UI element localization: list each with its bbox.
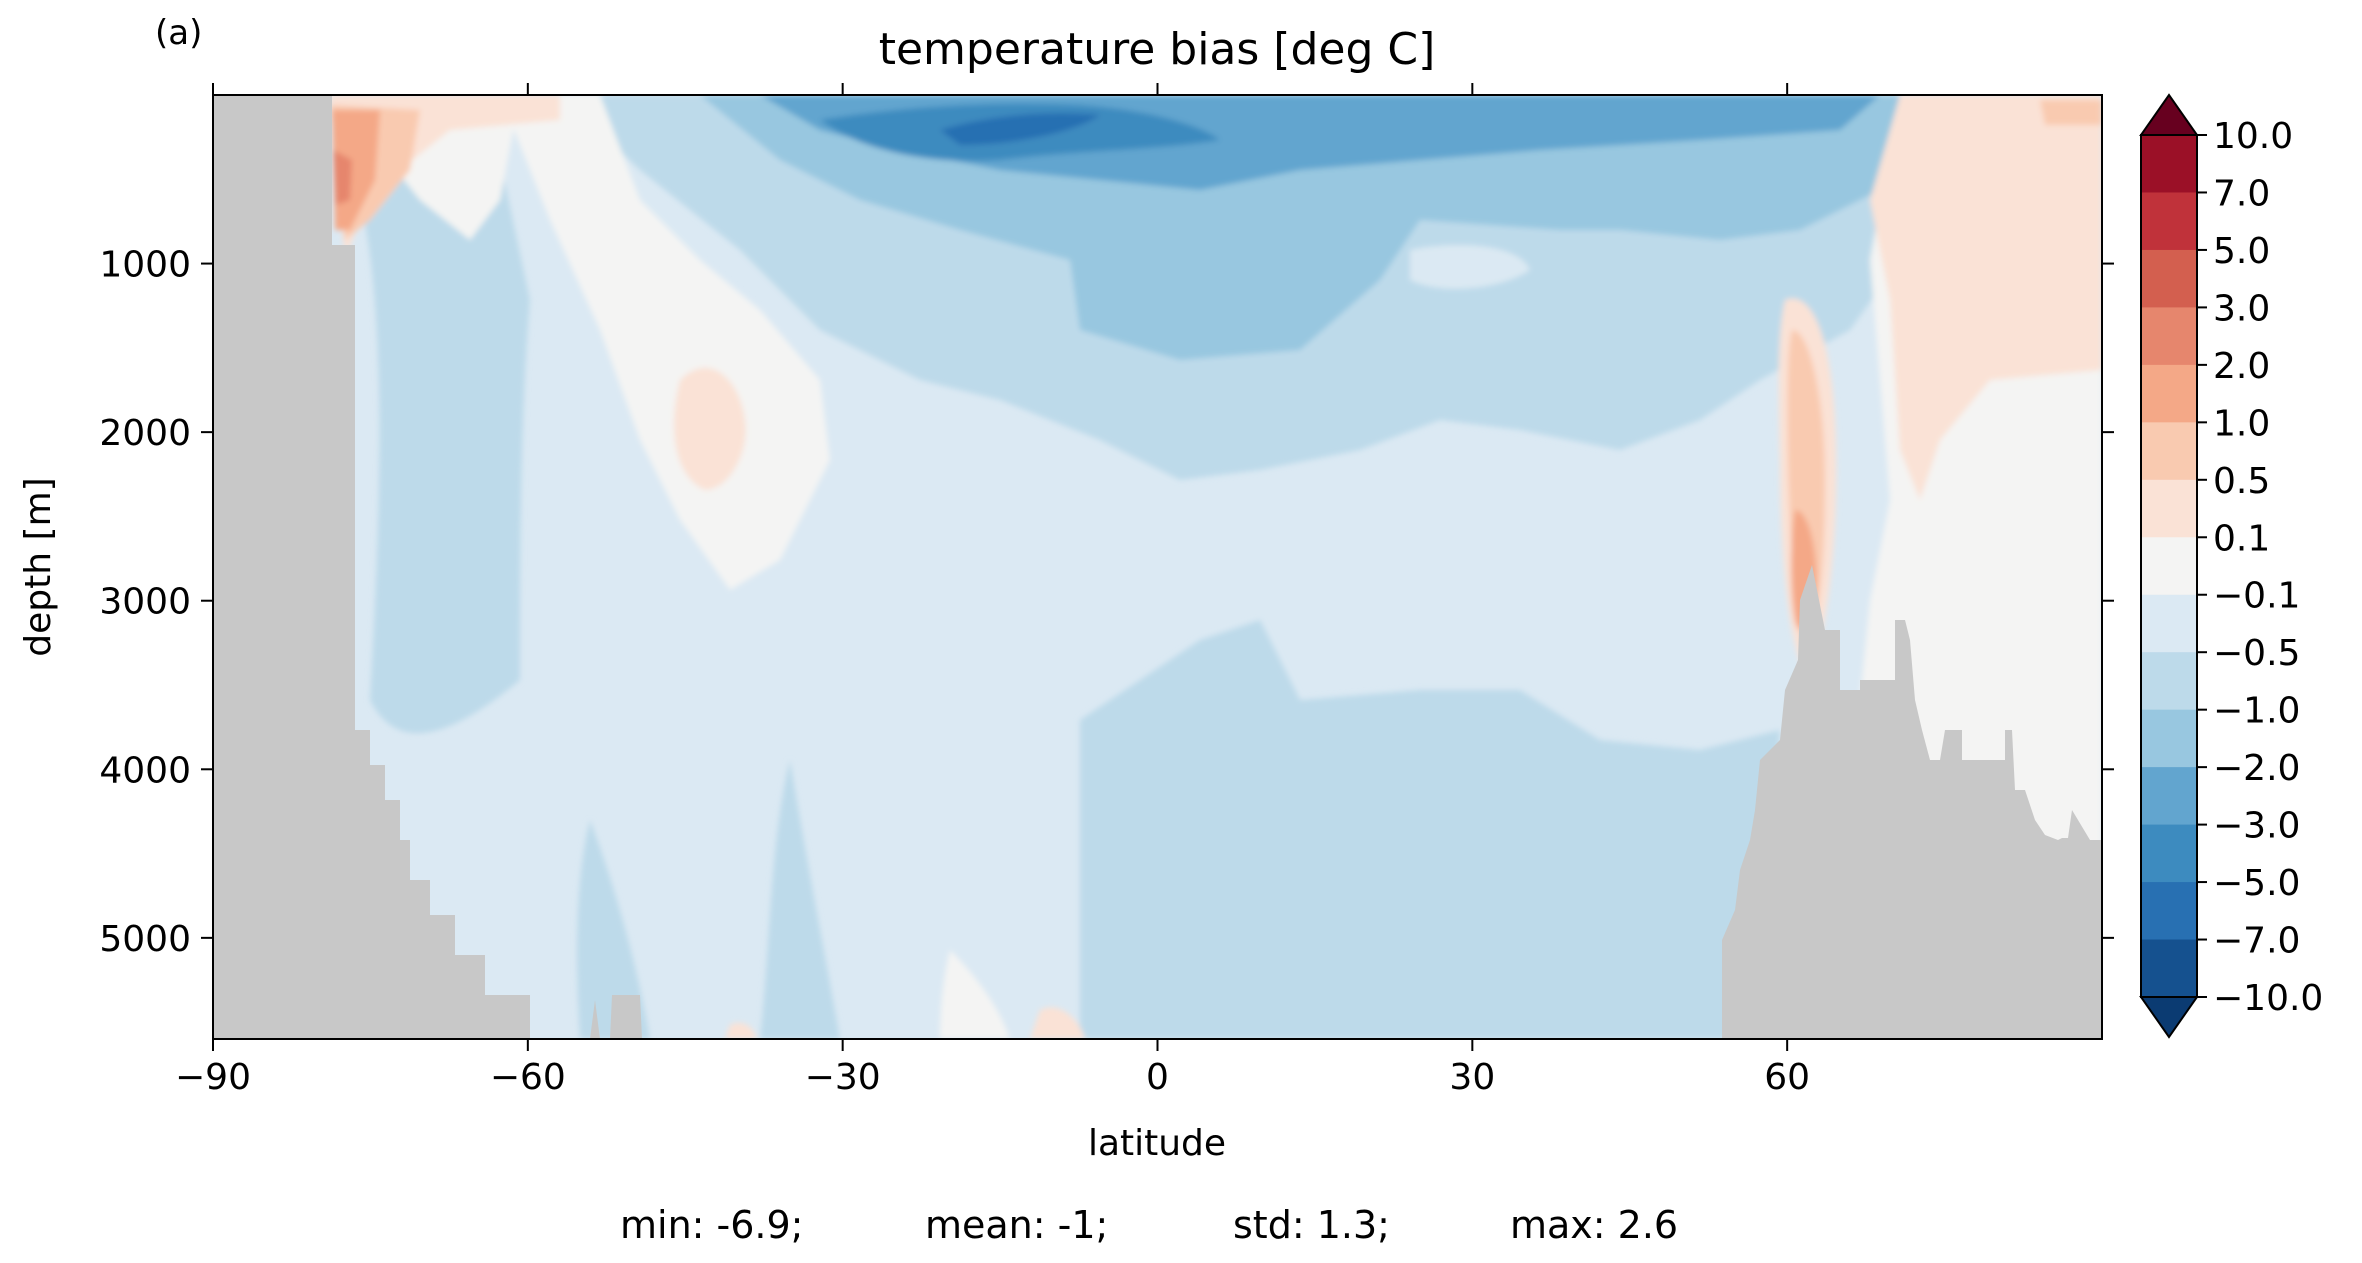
colorbar-tick-label: 3.0 bbox=[2213, 288, 2270, 329]
contour-warm-lens bbox=[674, 367, 746, 490]
chart-title: temperature bias [deg C] bbox=[879, 24, 1436, 75]
x-axis-label: latitude bbox=[1088, 1123, 1226, 1164]
x-tick-label: 0 bbox=[1146, 1057, 1169, 1098]
colorbar-segment bbox=[2141, 652, 2197, 711]
colorbar-tick-label: 0.5 bbox=[2213, 461, 2270, 502]
colorbar-segment bbox=[2141, 882, 2197, 941]
land-mask-north-ridge bbox=[1722, 565, 2102, 1039]
x-tick-label: −30 bbox=[805, 1057, 881, 1098]
contour-deep-cold-south bbox=[760, 760, 840, 1039]
y-tick-label: 4000 bbox=[99, 750, 191, 791]
colorbar-segment bbox=[2141, 364, 2197, 423]
contour-interior-cold bbox=[355, 160, 530, 734]
contour-neutral-mid-patch bbox=[1410, 245, 1530, 289]
contour-warm-deep-patches bbox=[725, 1007, 1085, 1039]
y-tick-label: 3000 bbox=[99, 582, 191, 623]
x-axis: −90 −60 −30 0 30 60 bbox=[175, 83, 1810, 1098]
colorbar-tick-label: 5.0 bbox=[2213, 231, 2270, 272]
colorbar-tick-label: −0.5 bbox=[2213, 633, 2300, 674]
colorbar-tick-label: 7.0 bbox=[2213, 173, 2270, 214]
x-tick-label: 60 bbox=[1764, 1057, 1810, 1098]
x-tick-label: −90 bbox=[175, 1057, 251, 1098]
contour-neutral-south bbox=[500, 95, 830, 590]
x-tick-label: −60 bbox=[490, 1057, 566, 1098]
colorbar-tick-label: −3.0 bbox=[2213, 806, 2300, 847]
contour-neutral-deep-patch bbox=[940, 950, 1010, 1039]
footer-stats: min: -6.9; mean: -1; std: 1.3; max: 2.6 bbox=[620, 1203, 1678, 1247]
panel-label: (a) bbox=[155, 13, 202, 53]
colorbar-extend-min bbox=[2139, 996, 2199, 1039]
colorbar-segment bbox=[2141, 307, 2197, 366]
colorbar-frame bbox=[2140, 134, 2198, 998]
colorbar-segment bbox=[2141, 594, 2197, 653]
y-tick-label: 5000 bbox=[99, 919, 191, 960]
contour-upper-cold-5 bbox=[940, 113, 1100, 145]
land-mask-seamount-south bbox=[590, 995, 642, 1039]
colorbar-segment bbox=[2141, 135, 2197, 193]
y-tick-label: 1000 bbox=[99, 245, 191, 286]
x-tick-label: 30 bbox=[1449, 1057, 1495, 1098]
contour-fields bbox=[330, 95, 2102, 1039]
colorbar-segment bbox=[2141, 192, 2197, 251]
colorbar-extend-max bbox=[2139, 93, 2199, 136]
colorbar-tick-label: −2.0 bbox=[2213, 748, 2300, 789]
stat-mean: mean: -1; bbox=[925, 1203, 1108, 1247]
colorbar-segment bbox=[2141, 767, 2197, 826]
colorbar-tick-label: −5.0 bbox=[2213, 863, 2300, 904]
colorbar-tick-label: −7.0 bbox=[2213, 921, 2300, 962]
stat-std: std: 1.3; bbox=[1233, 1203, 1390, 1247]
colorbar-tick-label: −10.0 bbox=[2213, 978, 2323, 1019]
y-tick-label: 2000 bbox=[99, 413, 191, 454]
contour-warm-arctic bbox=[1870, 95, 2102, 500]
y-axis-label: depth [m] bbox=[18, 477, 59, 656]
colorbar-tick-label: −0.1 bbox=[2213, 576, 2300, 617]
stat-max: max: 2.6 bbox=[1510, 1203, 1678, 1247]
stat-min: min: -6.9; bbox=[620, 1203, 804, 1247]
colorbar-segment bbox=[2141, 824, 2197, 883]
colorbar-segment bbox=[2141, 249, 2197, 308]
land-mask-antarctica bbox=[213, 95, 530, 1039]
contour-warm-arctic-surface bbox=[2040, 100, 2102, 125]
colorbar-tick-label: −1.0 bbox=[2213, 691, 2300, 732]
colorbar: 10.0 7.0 5.0 3.0 2.0 1.0 0.5 0.1 −0.1 −0.5 −1.0 −2.… bbox=[2139, 93, 2323, 1039]
colorbar-segment bbox=[2141, 479, 2197, 538]
colorbar-tick-label: 0.1 bbox=[2213, 518, 2270, 559]
colorbar-segment bbox=[2141, 939, 2197, 998]
colorbar-segment bbox=[2141, 537, 2197, 596]
colorbar-segment bbox=[2141, 709, 2197, 768]
colorbar-tick-label: 2.0 bbox=[2213, 346, 2270, 387]
contour-deep-cold-south-2 bbox=[577, 820, 650, 1039]
colorbar-tick-label: 1.0 bbox=[2213, 403, 2270, 444]
contour-warm-south-3 bbox=[333, 150, 352, 205]
plot-area bbox=[213, 95, 2102, 1039]
y-axis: 1000 2000 3000 4000 5000 bbox=[99, 245, 2114, 960]
contour-deep-cold bbox=[1080, 620, 1780, 1039]
colorbar-segment bbox=[2141, 422, 2197, 481]
colorbar-tick-label: 10.0 bbox=[2213, 116, 2293, 157]
